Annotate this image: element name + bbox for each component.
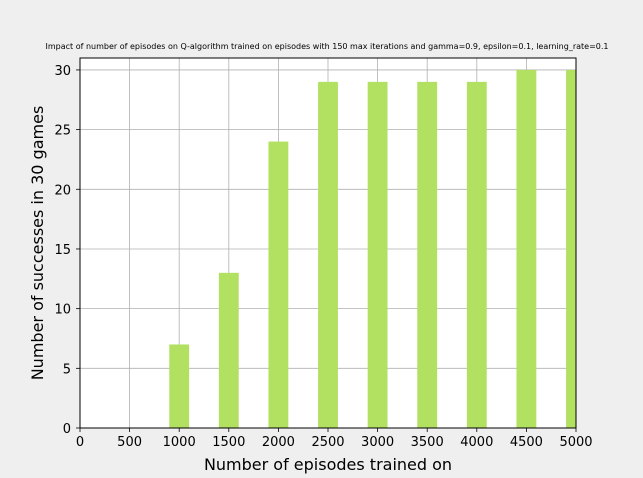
x-axis-label: Number of episodes trained on — [204, 455, 452, 474]
x-tick-label: 1000 — [163, 435, 196, 450]
x-axis-ticks: 0 500 1000 1500 2000 2500 3000 3500 4000 4500 5000 — [76, 428, 593, 450]
x-tick-label: 500 — [117, 435, 142, 450]
x-tick-label: 4000 — [460, 435, 493, 450]
x-tick-label: 4500 — [510, 435, 543, 450]
y-axis-label: Number of successes in 30 games — [28, 106, 47, 381]
bar — [417, 81, 438, 428]
y-tick-label: 20 — [54, 183, 71, 198]
bar — [169, 344, 190, 428]
bar — [318, 81, 338, 428]
y-tick-label: 30 — [54, 64, 71, 79]
bar — [566, 69, 576, 428]
y-tick-label: 5 — [63, 362, 71, 377]
bar — [367, 81, 388, 428]
x-tick-label: 2000 — [262, 435, 295, 450]
y-tick-label: 15 — [54, 243, 71, 258]
bar — [466, 81, 487, 428]
bar — [516, 69, 537, 428]
x-tick-label: 2500 — [311, 435, 344, 450]
x-tick-label: 3500 — [411, 435, 444, 450]
bar — [218, 272, 239, 428]
bars — [169, 69, 576, 428]
x-tick-label: 3000 — [361, 435, 394, 450]
chart-title: Impact of number of episodes on Q-algori… — [46, 42, 609, 51]
x-tick-label: 1500 — [212, 435, 245, 450]
y-tick-label: 10 — [54, 303, 71, 318]
y-axis-ticks: 0 5 10 15 20 25 30 — [54, 64, 80, 437]
x-tick-label: 5000 — [559, 435, 592, 450]
y-tick-label: 0 — [63, 422, 71, 437]
bar — [268, 141, 289, 428]
x-tick-label: 0 — [76, 435, 84, 450]
y-tick-label: 25 — [54, 124, 71, 139]
